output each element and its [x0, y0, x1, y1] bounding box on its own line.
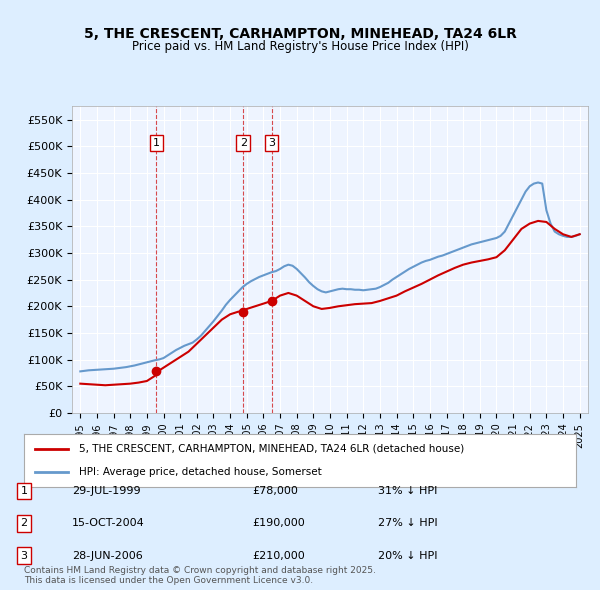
- Text: 3: 3: [268, 138, 275, 148]
- Text: 5, THE CRESCENT, CARHAMPTON, MINEHEAD, TA24 6LR: 5, THE CRESCENT, CARHAMPTON, MINEHEAD, T…: [83, 27, 517, 41]
- Text: £210,000: £210,000: [252, 551, 305, 560]
- Text: £78,000: £78,000: [252, 486, 298, 496]
- Text: 27% ↓ HPI: 27% ↓ HPI: [378, 519, 437, 528]
- Text: £190,000: £190,000: [252, 519, 305, 528]
- Text: 29-JUL-1999: 29-JUL-1999: [72, 486, 140, 496]
- Text: 15-OCT-2004: 15-OCT-2004: [72, 519, 145, 528]
- Text: 2: 2: [240, 138, 247, 148]
- Text: 3: 3: [20, 551, 28, 560]
- Text: 2: 2: [20, 519, 28, 528]
- Text: Price paid vs. HM Land Registry's House Price Index (HPI): Price paid vs. HM Land Registry's House …: [131, 40, 469, 53]
- Text: 1: 1: [20, 486, 28, 496]
- Text: 5, THE CRESCENT, CARHAMPTON, MINEHEAD, TA24 6LR (detached house): 5, THE CRESCENT, CARHAMPTON, MINEHEAD, T…: [79, 444, 464, 454]
- Text: HPI: Average price, detached house, Somerset: HPI: Average price, detached house, Some…: [79, 467, 322, 477]
- Text: 1: 1: [153, 138, 160, 148]
- Text: 28-JUN-2006: 28-JUN-2006: [72, 551, 143, 560]
- Text: 20% ↓ HPI: 20% ↓ HPI: [378, 551, 437, 560]
- Text: 31% ↓ HPI: 31% ↓ HPI: [378, 486, 437, 496]
- Text: Contains HM Land Registry data © Crown copyright and database right 2025.
This d: Contains HM Land Registry data © Crown c…: [24, 566, 376, 585]
